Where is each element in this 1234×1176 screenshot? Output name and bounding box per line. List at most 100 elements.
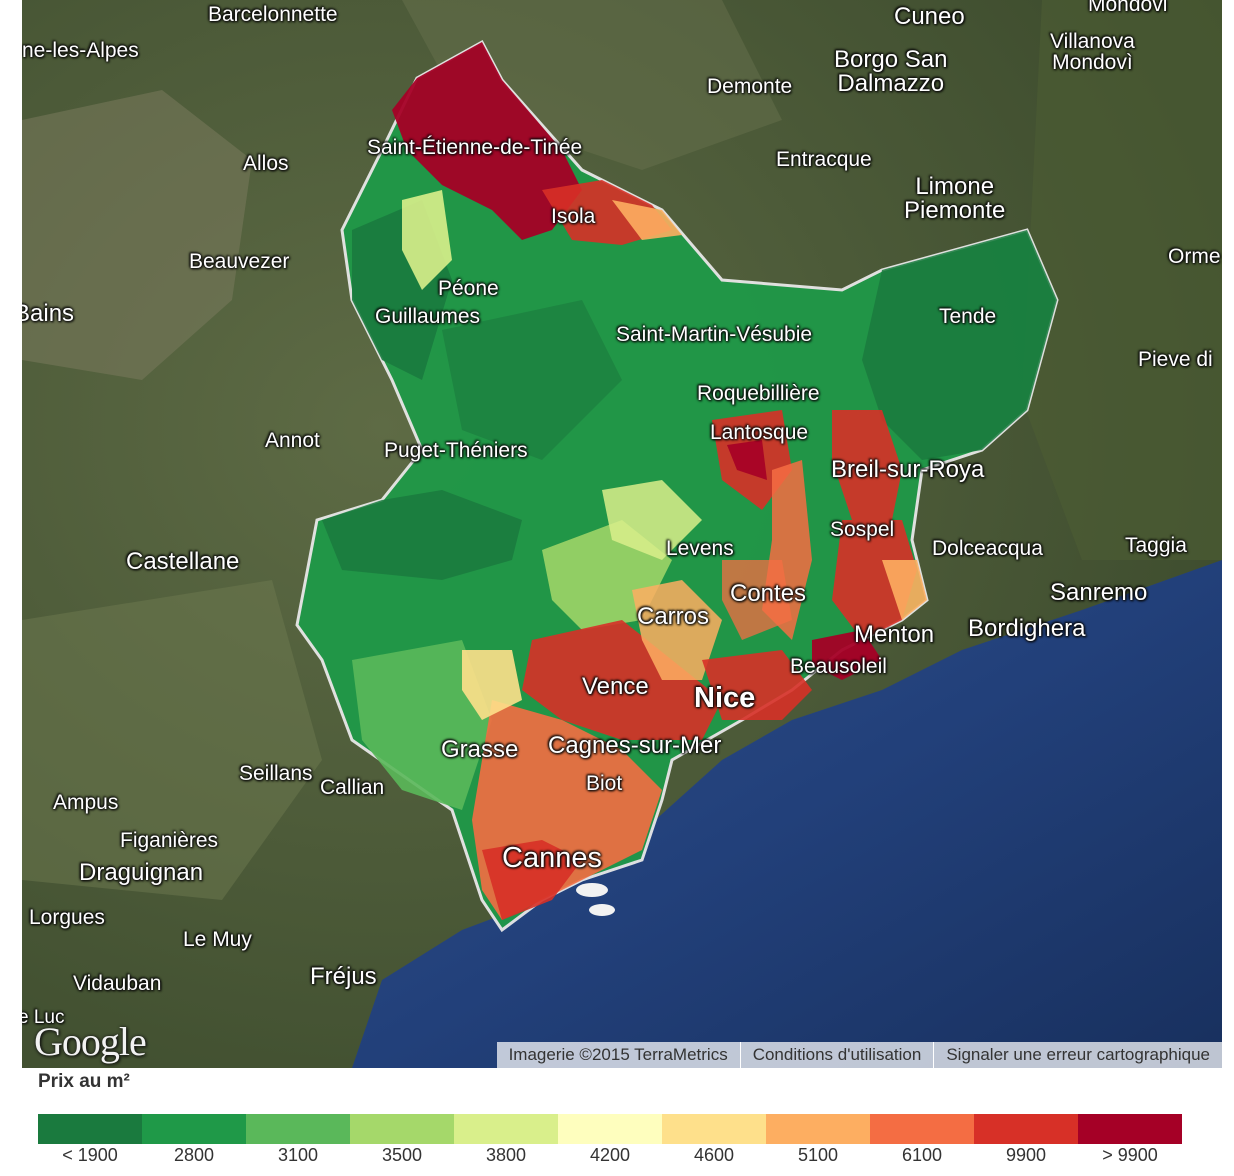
place-label: Sanremo xyxy=(1050,579,1148,606)
map-view[interactable]: Barcelonnette ne-les-Alpes Cuneo Mondovi… xyxy=(22,0,1222,1068)
legend-label: 9900 xyxy=(1005,1145,1047,1165)
zone-lt1900-center xyxy=(442,300,622,460)
place-label: Cannes xyxy=(502,842,602,874)
terrain-italy xyxy=(1022,0,1222,560)
place-label: Grasse xyxy=(441,736,519,763)
place-label: Borgo San Dalmazzo xyxy=(834,46,948,97)
place-label: Dolceacqua xyxy=(932,537,1043,560)
place-label: Saint-Martin-Vésubie xyxy=(616,323,813,346)
place-label: Lorgues xyxy=(29,906,105,929)
place-label: Draguignan xyxy=(79,859,204,886)
zone-gt9900-lantosque-core xyxy=(727,440,767,480)
legend-color-scale xyxy=(38,1114,1182,1144)
legend-swatch xyxy=(142,1114,246,1144)
place-label: Callian xyxy=(320,776,385,799)
zone-6100-contes xyxy=(722,560,792,640)
zone-9900-sospel xyxy=(832,520,917,640)
place-label: Cuneo xyxy=(894,3,965,30)
place-label: Le Muy xyxy=(183,928,252,951)
place-label: ne-les-Alpes xyxy=(22,39,139,62)
place-label: Menton xyxy=(854,621,935,648)
place-label: Sospel xyxy=(830,518,895,541)
place-label: Demonte xyxy=(707,75,793,98)
imagery-credit: Imagerie ©2015 TerraMetrics xyxy=(508,1045,728,1064)
place-label: Levens xyxy=(666,537,734,560)
place-label: Vidauban xyxy=(73,972,162,995)
legend-label: > 9900 xyxy=(1102,1145,1158,1165)
legend-label: 3800 xyxy=(485,1145,527,1165)
zone-4600-grasse xyxy=(462,650,522,720)
zone-3800-north xyxy=(402,190,452,290)
place-label: Guillaumes xyxy=(375,305,481,328)
lerins-island-1 xyxy=(576,883,608,897)
legend-swatch xyxy=(38,1114,142,1144)
place-label: Saint-Étienne-de-Tinée xyxy=(367,136,583,159)
place-label: Péone xyxy=(438,277,499,300)
zone-5100-carros xyxy=(632,580,722,680)
legend-swatch xyxy=(350,1114,454,1144)
legend-label: 4200 xyxy=(589,1145,631,1165)
legend-swatch xyxy=(558,1114,662,1144)
zone-lt1900-west xyxy=(322,490,522,580)
place-label: Figanières xyxy=(120,829,219,852)
place-label: Roquebillière xyxy=(697,382,820,405)
map-attribution-bar: Imagerie ©2015 TerraMetrics Conditions d… xyxy=(496,1042,1222,1068)
place-label: Nice xyxy=(694,682,756,714)
terrain-highlands-north xyxy=(402,0,782,170)
place-label: Barcelonnette xyxy=(208,3,338,26)
legend-label: 4600 xyxy=(693,1145,735,1165)
legend-labels: < 1900 2800 3100 3500 3800 4200 4600 510… xyxy=(38,1145,1182,1166)
place-label: Vence xyxy=(582,673,649,700)
legend-swatch xyxy=(870,1114,974,1144)
zone-3800-center xyxy=(602,480,702,560)
zone-gt9900-beausoleil xyxy=(812,630,882,680)
legend-label: < 1900 xyxy=(62,1145,118,1165)
place-label: Breil-sur-Roya xyxy=(831,456,985,483)
place-label: Bordighera xyxy=(968,615,1086,642)
place-label: Carros xyxy=(637,603,710,630)
terms-of-use-link[interactable]: Conditions d'utilisation xyxy=(739,1042,934,1068)
zone-lt1900-east xyxy=(862,230,1057,460)
lerins-island-2 xyxy=(589,904,615,916)
zone-5100-sospel-east xyxy=(882,560,927,620)
zone-9900-breil xyxy=(832,410,902,520)
place-label: Castellane xyxy=(126,548,240,575)
place-label: Limone Piemonte xyxy=(904,173,1006,224)
report-map-error-link[interactable]: Signaler une erreur cartographique xyxy=(933,1042,1222,1068)
place-label: Cagnes-sur-Mer xyxy=(548,732,722,759)
legend-label: 3500 xyxy=(381,1145,423,1165)
place-label: e Luc xyxy=(22,1007,65,1028)
place-label: Bains xyxy=(22,300,75,327)
legend-swatch xyxy=(246,1114,350,1144)
place-label: Annot xyxy=(265,429,320,452)
legend-swatch xyxy=(454,1114,558,1144)
google-logo[interactable]: Google xyxy=(34,1019,147,1064)
terrain-valley-southwest xyxy=(22,580,322,900)
legend-title: Prix au m² xyxy=(38,1071,130,1092)
legend-swatch xyxy=(662,1114,766,1144)
legend-label: 5100 xyxy=(797,1145,839,1165)
place-label: Orme xyxy=(1168,245,1221,268)
place-label: Tende xyxy=(939,305,997,328)
place-label: Lantosque xyxy=(710,421,809,444)
place-label: Seillans xyxy=(239,762,313,785)
place-label: Puget-Théniers xyxy=(384,439,528,462)
mediterranean-sea xyxy=(352,560,1222,1068)
place-label: Entracque xyxy=(776,148,872,171)
legend-label: 3100 xyxy=(277,1145,319,1165)
place-label: Beausoleil xyxy=(790,655,887,678)
place-label: Taggia xyxy=(1125,534,1187,557)
zone-3100-southwest xyxy=(352,640,492,810)
place-label: Villanova Mondovì xyxy=(1050,30,1135,74)
legend-swatch xyxy=(766,1114,870,1144)
place-label: Fréjus xyxy=(310,963,377,990)
zone-9900-vence xyxy=(522,620,722,740)
legend-swatch xyxy=(1078,1114,1182,1144)
place-label: Pieve di xyxy=(1138,348,1213,371)
zone-9900-cannes xyxy=(482,840,582,920)
place-label: Allos xyxy=(243,152,289,175)
choropleth-map[interactable] xyxy=(22,0,1222,1068)
place-label: Biot xyxy=(586,772,623,795)
legend-swatch xyxy=(974,1114,1078,1144)
place-label: Mondovi xyxy=(1088,0,1168,16)
